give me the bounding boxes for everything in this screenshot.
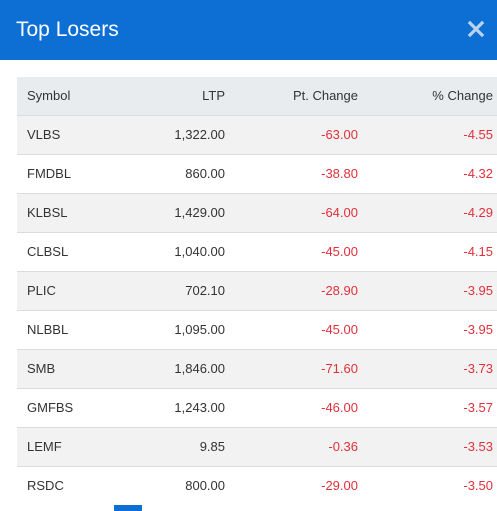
column-header-pt-change[interactable]: Pt. Change: [292, 88, 358, 104]
table-row[interactable]: LEMF 9.85 -0.36 -3.53: [17, 427, 497, 466]
cell-pt-change: -45.00: [321, 244, 358, 259]
cell-symbol[interactable]: KLBSL: [27, 205, 68, 220]
cell-pt-change: -45.00: [321, 322, 358, 337]
cell-symbol[interactable]: NLBBL: [27, 322, 69, 337]
column-header-symbol[interactable]: Symbol: [27, 88, 71, 104]
losers-table: Symbol LTP Pt. Change % Change VLBS 1,322…: [17, 77, 497, 505]
cell-ltp: 860.00: [185, 166, 225, 181]
table-row[interactable]: CLBSL 1,040.00 -45.00 -4.15: [17, 232, 497, 271]
cell-pct-change: -3.53: [463, 439, 493, 454]
cell-symbol[interactable]: FMDBL: [27, 166, 72, 181]
cell-pt-change: -46.00: [321, 400, 358, 415]
cell-pct-change: -4.32: [463, 166, 493, 181]
cell-ltp: 1,243.00: [174, 400, 225, 415]
cell-pct-change: -3.73: [463, 361, 493, 376]
cell-pct-change: -3.57: [463, 400, 493, 415]
cell-pt-change: -0.36: [328, 439, 358, 454]
modal-header: Top Losers: [0, 0, 497, 60]
cell-pt-change: -64.00: [321, 205, 358, 220]
table-row[interactable]: FMDBL 860.00 -38.80 -4.32: [17, 154, 497, 193]
table-row[interactable]: NLBBL 1,095.00 -45.00 -3.95: [17, 310, 497, 349]
cell-ltp: 1,040.00: [174, 244, 225, 259]
table-row[interactable]: SMB 1,846.00 -71.60 -3.73: [17, 349, 497, 388]
column-header-ltp[interactable]: LTP: [202, 88, 225, 104]
cell-pct-change: -3.95: [463, 283, 493, 298]
cell-pt-change: -28.90: [321, 283, 358, 298]
cell-ltp: 800.00: [185, 478, 225, 494]
cell-pct-change: -3.50: [463, 478, 493, 494]
table-row[interactable]: PLIC 702.10 -28.90 -3.95: [17, 271, 497, 310]
table-row[interactable]: RSDC 800.00 -29.00 -3.50: [17, 466, 497, 505]
cell-symbol[interactable]: VLBS: [27, 127, 61, 142]
cell-ltp: 1,429.00: [174, 205, 225, 220]
table-row[interactable]: GMFBS 1,243.00 -46.00 -3.57: [17, 388, 497, 427]
cell-pt-change: -29.00: [321, 478, 358, 494]
horizontal-scrollbar-thumb[interactable]: [114, 505, 142, 511]
cell-ltp: 702.10: [185, 283, 225, 298]
cell-pt-change: -71.60: [321, 361, 358, 376]
cell-pct-change: -4.55: [463, 127, 493, 142]
cell-symbol[interactable]: RSDC: [27, 478, 64, 494]
cell-pct-change: -4.15: [463, 244, 493, 259]
table-header-row: Symbol LTP Pt. Change % Change: [17, 77, 497, 115]
cell-symbol[interactable]: CLBSL: [27, 244, 69, 259]
cell-ltp: 1,095.00: [174, 322, 225, 337]
table-body: VLBS 1,322.00 -63.00 -4.55 FMDBL 860.00 -38.80…: [17, 115, 497, 505]
cell-ltp: 1,322.00: [174, 127, 225, 142]
table-row[interactable]: VLBS 1,322.00 -63.00 -4.55: [17, 115, 497, 154]
losers-table-container: Symbol LTP Pt. Change % Change VLBS 1,322…: [17, 77, 497, 505]
modal-title: Top Losers: [16, 18, 119, 41]
cell-symbol[interactable]: LEMF: [27, 439, 62, 454]
cell-pt-change: -63.00: [321, 127, 358, 142]
cell-symbol[interactable]: PLIC: [27, 283, 56, 298]
cell-pct-change: -4.29: [463, 205, 493, 220]
cell-ltp: 9.85: [199, 439, 225, 454]
column-header-pct-change[interactable]: % Change: [432, 88, 493, 104]
cell-pct-change: -3.95: [463, 322, 493, 337]
cell-symbol[interactable]: GMFBS: [27, 400, 74, 415]
cell-symbol[interactable]: SMB: [27, 361, 56, 376]
cell-ltp: 1,846.00: [174, 361, 225, 376]
cell-pt-change: -38.80: [321, 166, 358, 181]
table-row[interactable]: KLBSL 1,429.00 -64.00 -4.29: [17, 193, 497, 232]
close-icon[interactable]: [467, 20, 485, 40]
